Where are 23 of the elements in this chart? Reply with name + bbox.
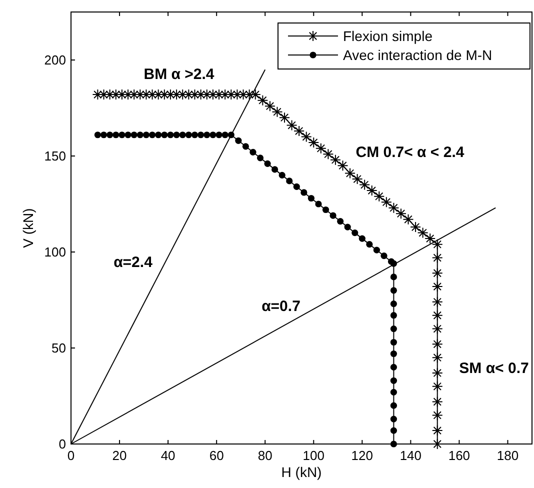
x-tick-label: 100 <box>302 448 324 463</box>
y-tick-label: 100 <box>44 244 66 260</box>
y-tick-label: 200 <box>44 52 66 68</box>
x-tick-label: 60 <box>209 448 224 463</box>
y-tick-label: 50 <box>52 340 66 356</box>
x-tick-label: 40 <box>160 448 176 463</box>
y-axis-title: V (kN) <box>20 208 36 248</box>
x-tick-label: 160 <box>448 448 470 463</box>
annotation: α=2.4 <box>114 254 154 271</box>
annotation: α=0.7 <box>262 298 300 315</box>
y-tick-label: 0 <box>58 436 66 452</box>
x-tick-label: 140 <box>400 448 422 463</box>
x-tick-label: 120 <box>351 448 374 463</box>
x-axis-title: H (kN) <box>281 464 322 480</box>
y-tick-label: 150 <box>44 148 66 164</box>
legend-label: Flexion simple <box>343 28 433 44</box>
legend-label: Avec interaction de M-N <box>343 47 492 63</box>
annotation: BM α >2.4 <box>144 66 215 83</box>
annotation: SM α< 0.7 <box>459 360 529 377</box>
x-tick-label: 180 <box>496 448 519 463</box>
annotation: CM 0.7< α < 2.4 <box>356 144 465 161</box>
x-tick-label: 20 <box>112 448 127 463</box>
x-tick-label: 80 <box>258 448 272 463</box>
